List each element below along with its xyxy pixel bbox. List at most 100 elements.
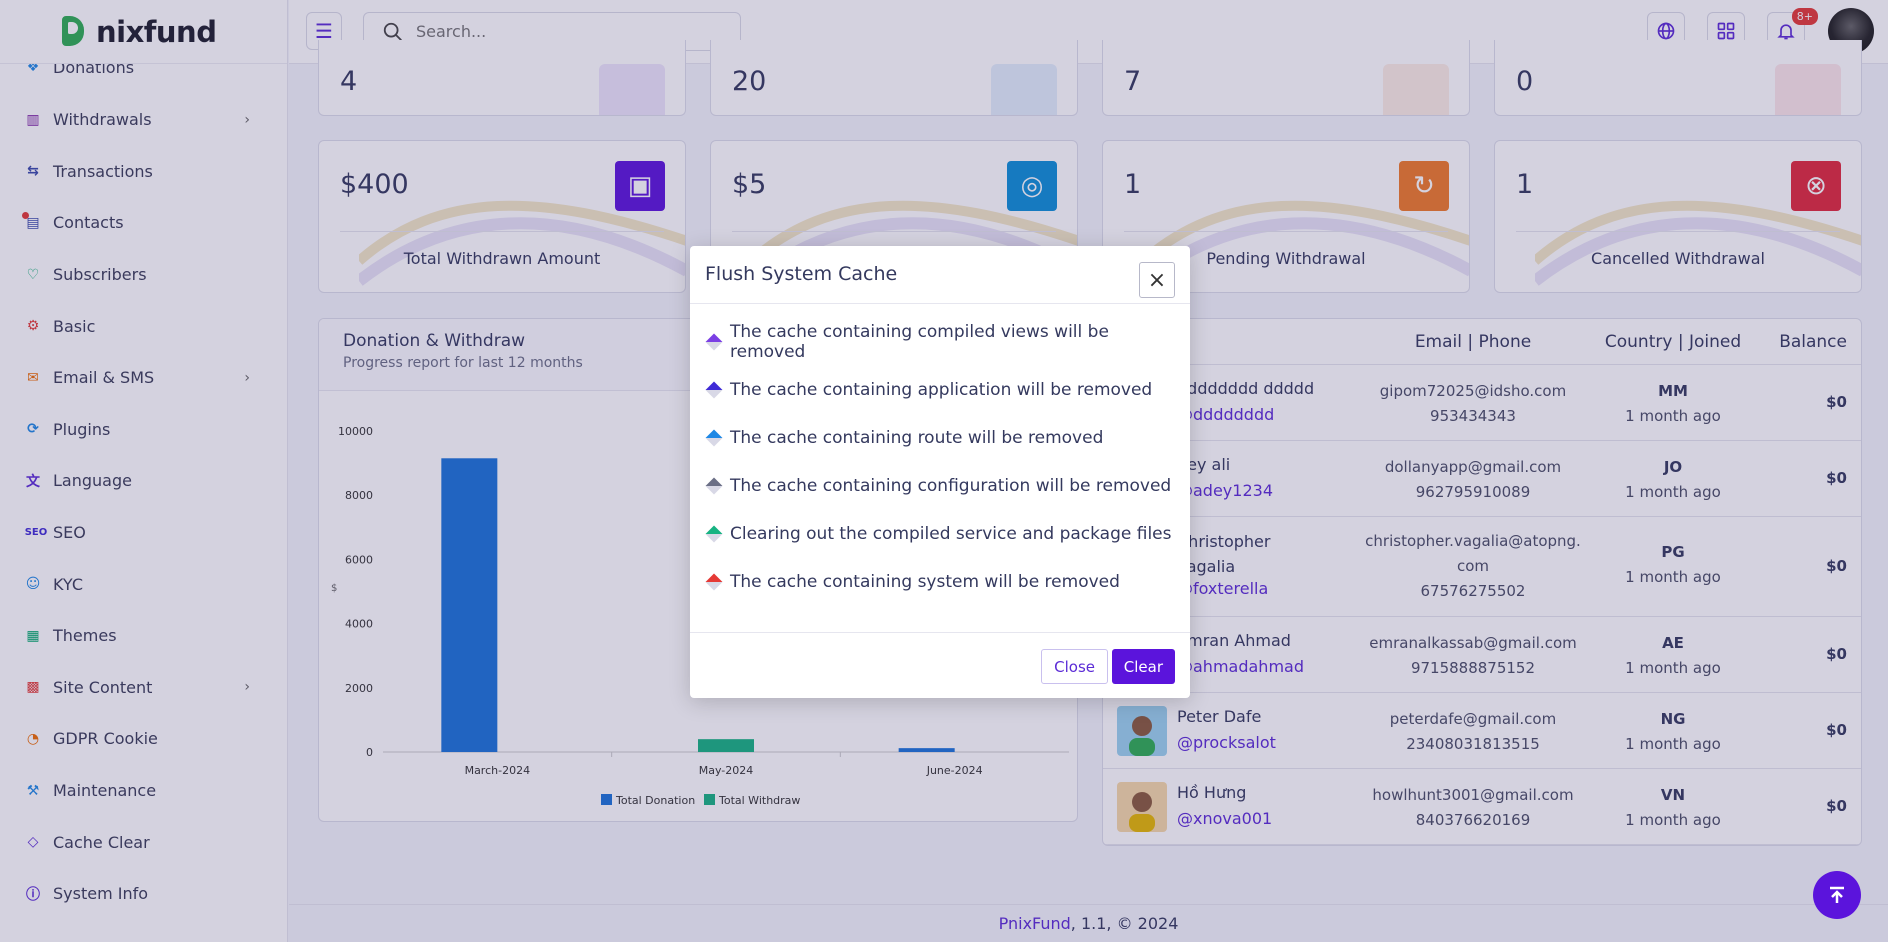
logo-icon bbox=[62, 15, 92, 48]
sidebar-item-label: Themes bbox=[53, 626, 117, 646]
sidebar-item-cache-clear[interactable]: ◇ Cache Clear bbox=[0, 816, 288, 868]
search-input[interactable] bbox=[416, 22, 716, 41]
user-country: JO bbox=[1663, 458, 1683, 476]
user-balance: $0 bbox=[1826, 469, 1847, 487]
modal-close-x-button[interactable]: × bbox=[1139, 262, 1175, 298]
donation-icon: ❖ bbox=[26, 64, 40, 75]
sidebar-item-label: Donations bbox=[53, 64, 135, 77]
user-avatar bbox=[1117, 782, 1167, 832]
user-country-joined: NG 1 month ago bbox=[1573, 707, 1773, 757]
footer-brand-link[interactable]: PnixFund bbox=[998, 914, 1071, 933]
scroll-to-top-button[interactable] bbox=[1813, 871, 1861, 919]
sidebar-item-contacts[interactable]: ▤ Contacts bbox=[0, 197, 288, 249]
balance-header: Balance bbox=[1779, 332, 1847, 352]
stat-icon bbox=[1775, 64, 1841, 115]
y-axis-label: $ bbox=[331, 583, 337, 594]
hamburger-icon: ☰ bbox=[315, 19, 333, 43]
flush-cache-modal: Flush System Cache × The cache containin… bbox=[690, 246, 1190, 698]
modal-footer: Close Clear bbox=[690, 632, 1190, 698]
stat-value: 1 bbox=[1124, 169, 1142, 200]
sidebar-item-label: Subscribers bbox=[53, 265, 147, 285]
table-row[interactable]: dey ali @adey1234 dollanyapp@gmail.com 9627… bbox=[1103, 441, 1861, 517]
clear-button[interactable]: Clear bbox=[1111, 649, 1175, 684]
sidebar-item-system-info[interactable]: ⓘ System Info bbox=[0, 868, 288, 920]
cache-item-text: The cache containing compiled views will… bbox=[730, 322, 1109, 362]
y-tick-label: 6000 bbox=[345, 553, 373, 566]
country-joined-header: Country | Joined bbox=[1604, 332, 1742, 352]
bell-icon bbox=[1777, 24, 1795, 40]
user-phone: 9715888875152 bbox=[1410, 659, 1536, 677]
stat-label: Cancelled Withdrawal bbox=[1591, 249, 1765, 268]
table-row[interactable]: Christopher Vagalia @foxterella christophe… bbox=[1103, 517, 1861, 617]
user-balance: $0 bbox=[1826, 797, 1847, 815]
sidebar-item-label: Basic bbox=[53, 316, 96, 336]
user-email-phone: gipom72025@idsho.com 953434343 bbox=[1333, 379, 1613, 429]
user-phone: 962795910089 bbox=[1415, 483, 1531, 501]
gear-icon: ⚙ bbox=[26, 318, 40, 335]
legend-swatch bbox=[601, 794, 612, 805]
user-phone: 840376620169 bbox=[1415, 811, 1531, 829]
logo[interactable]: nixfund bbox=[0, 0, 287, 64]
sidebar-item-basic[interactable]: ⚙ Basic bbox=[0, 300, 288, 352]
user-handle-link[interactable]: @dddddddd bbox=[1177, 405, 1275, 424]
table-row[interactable]: dddddddd ddddd @dddddddd gipom72025@idsho.… bbox=[1103, 365, 1861, 441]
cookie-icon: ◔ bbox=[26, 730, 40, 747]
close-button[interactable]: Close bbox=[1041, 649, 1108, 684]
stat-label: Pending Withdrawal bbox=[1206, 249, 1366, 268]
user-country-joined: VN 1 month ago bbox=[1573, 783, 1773, 833]
sidebar-item-seo[interactable]: SEO SEO bbox=[0, 507, 288, 559]
user-handle-link[interactable]: @foxterella bbox=[1177, 579, 1269, 598]
user-handle-link[interactable]: @procksalot bbox=[1177, 733, 1276, 752]
user-handle-link[interactable]: @xnova001 bbox=[1177, 809, 1273, 828]
sidebar-item-email-sms[interactable]: ✉ Email & SMS › bbox=[0, 352, 288, 404]
user-email-phone: peterdafe@gmail.com 23408031813515 bbox=[1333, 707, 1613, 757]
stat-value: 7 bbox=[1124, 66, 1142, 97]
sidebar-item-donations[interactable]: ❖ Donations bbox=[0, 64, 288, 94]
user-handle-link[interactable]: @adey1234 bbox=[1177, 481, 1273, 500]
logo-text: nixfund bbox=[96, 14, 217, 49]
user-name: dey ali bbox=[1177, 455, 1231, 474]
cache-item: The cache containing application will be… bbox=[705, 366, 1175, 414]
modal-header: Flush System Cache × bbox=[690, 246, 1190, 304]
sidebar-item-withdrawals[interactable]: ▥ Withdrawals › bbox=[0, 94, 288, 146]
stat-divider bbox=[340, 231, 664, 232]
user-country: PG bbox=[1661, 543, 1685, 561]
stat-card-top: 0 bbox=[1494, 40, 1862, 116]
plugin-icon: ⟳ bbox=[27, 421, 39, 438]
sidebar: nixfund ❖ Donations ▥ Withdrawals › ⇆ Transact… bbox=[0, 0, 288, 942]
sidebar-item-site-content[interactable]: ▩ Site Content › bbox=[0, 662, 288, 714]
cache-item-text: The cache containing configuration will … bbox=[730, 476, 1172, 496]
sidebar-item-maintenance[interactable]: ⚒ Maintenance bbox=[0, 765, 288, 817]
user-balance: $0 bbox=[1826, 557, 1847, 575]
table-row[interactable]: Peter Dafe @procksalot peterdafe@gmail.com… bbox=[1103, 693, 1861, 769]
user-email: dollanyapp@gmail.com bbox=[1384, 458, 1562, 476]
diamond-bullet-icon bbox=[705, 525, 723, 543]
sidebar-item-plugins[interactable]: ⟳ Plugins bbox=[0, 404, 288, 456]
sidebar-item-transactions[interactable]: ⇆ Transactions bbox=[0, 146, 288, 198]
cache-item: The cache containing system will be remo… bbox=[705, 558, 1175, 606]
stat-divider bbox=[1124, 231, 1448, 232]
close-icon: × bbox=[1147, 267, 1167, 293]
x-tick-label: March-2024 bbox=[465, 764, 531, 777]
user-country-joined: PG 1 month ago bbox=[1573, 540, 1773, 590]
grid-icon: ▩ bbox=[26, 679, 40, 696]
table-row[interactable]: Emran Ahmad @ahmadahmad emranalkassab@gmai… bbox=[1103, 617, 1861, 693]
sidebar-item-subscribers[interactable]: ♡ Subscribers bbox=[0, 249, 288, 301]
user-handle-link[interactable]: @ahmadahmad bbox=[1177, 657, 1304, 676]
diamond-bullet-icon bbox=[705, 429, 723, 447]
user-balance: $0 bbox=[1826, 721, 1847, 739]
sidebar-item-label: Cache Clear bbox=[53, 832, 150, 852]
table-row[interactable]: Hồ Hưng @xnova001 howlhunt3001@gmail.com 84… bbox=[1103, 769, 1861, 845]
cache-item-text: The cache containing route will be remov… bbox=[730, 428, 1104, 448]
user-email-phone: dollanyapp@gmail.com 962795910089 bbox=[1333, 455, 1613, 505]
legend-label: Total Donation bbox=[615, 794, 695, 807]
sidebar-item-label: System Info bbox=[53, 884, 149, 904]
sidebar-item-language[interactable]: 文 Language bbox=[0, 455, 288, 507]
sidebar-item-kyc[interactable]: ☺ KYC bbox=[0, 558, 288, 610]
pending-icon: ↻ bbox=[1399, 161, 1449, 211]
stat-icon bbox=[599, 64, 665, 115]
sidebar-item-themes[interactable]: ▦ Themes bbox=[0, 610, 288, 662]
chevron-right-icon: › bbox=[244, 679, 250, 696]
sidebar-item-gdpr-cookie[interactable]: ◔ GDPR Cookie bbox=[0, 713, 288, 765]
sidebar-item-label: Contacts bbox=[53, 213, 124, 233]
